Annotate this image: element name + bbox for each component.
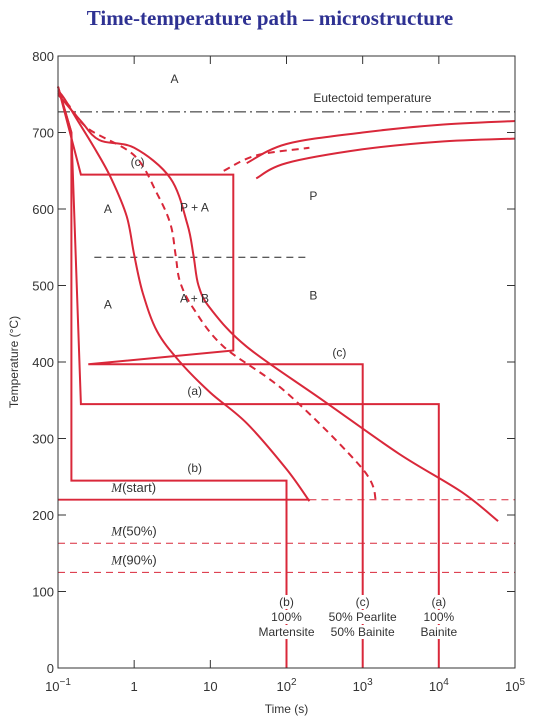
outcome-label: (a) <box>431 595 446 609</box>
outcome-label-bg <box>328 625 397 639</box>
martensite-suffix: (90%) <box>122 553 157 568</box>
y-tick-label: 700 <box>32 126 54 141</box>
y-tick-label: 400 <box>32 355 54 370</box>
outcome-label: 50% Pearlite <box>329 610 397 624</box>
outcome-label: (c) <box>356 595 370 609</box>
x-tick-label: 104 <box>429 677 449 694</box>
outcome-label: Martensite <box>258 625 314 639</box>
outcome-label: 100% <box>271 610 302 624</box>
x-axis-label: Time (s) <box>265 702 309 716</box>
region-label: A + B <box>180 291 209 305</box>
region-label: (c) <box>131 155 145 169</box>
plot-frame <box>57 55 516 669</box>
x-tick-exponent: 4 <box>443 677 449 688</box>
transformation-curve <box>255 137 516 180</box>
outcome-label-bg <box>252 595 321 609</box>
region-label: A <box>171 72 179 86</box>
y-tick-label: 500 <box>32 279 54 294</box>
outcome-label-bg <box>252 610 321 624</box>
martensite-symbol: M <box>110 524 123 539</box>
region-label: A <box>104 202 112 216</box>
outcome-label-bg <box>404 625 473 639</box>
x-tick-exponent: 5 <box>519 677 525 688</box>
cooling-paths <box>57 86 440 668</box>
x-tick-label: 103 <box>353 677 373 694</box>
x-tick-label: 105 <box>505 677 525 694</box>
region-label: B <box>309 288 317 302</box>
y-axis-label: Temperature (°C) <box>7 316 21 408</box>
region-label: A <box>104 297 112 311</box>
x-tick-exponent: −1 <box>60 677 72 688</box>
x-tick-exponent: 2 <box>291 677 297 688</box>
x-tick-label: 10 <box>203 679 217 694</box>
cooling-path <box>57 86 364 668</box>
outcome-label-bg <box>328 595 397 609</box>
transformation-curve <box>246 120 516 164</box>
region-label: (b) <box>187 461 202 475</box>
martensite-suffix: (start) <box>122 480 156 495</box>
outcome-label-bg <box>328 610 397 624</box>
y-tick-label: 600 <box>32 202 54 217</box>
region-label: Eutectoid temperature <box>313 91 431 105</box>
outcome-label: Bainite <box>420 625 457 639</box>
outcome-label: (b) <box>279 595 294 609</box>
martensite-suffix: (50%) <box>122 524 157 539</box>
martensite-symbol: M <box>110 553 123 568</box>
x-tick-label: 102 <box>276 677 296 694</box>
martensite-label: M(start) <box>110 480 156 495</box>
transformation-curve <box>223 146 310 172</box>
y-tick-label: 300 <box>32 432 54 447</box>
martensite-symbol: M <box>110 480 123 495</box>
y-tick-label: 800 <box>32 49 54 64</box>
transformation-curve <box>57 89 311 502</box>
martensite-label: M(90%) <box>110 553 157 568</box>
x-tick-label: 10−1 <box>45 677 71 694</box>
chart-labels: A A P + A P A A + B B (c) (c) (a) (b) Eutectoid tem… <box>104 72 473 639</box>
transformation-curve <box>57 93 499 522</box>
x-tick-label: 1 <box>131 679 138 694</box>
y-tick-label: 100 <box>32 585 54 600</box>
outcome-label-bg <box>252 625 321 639</box>
region-label: (a) <box>187 384 202 398</box>
outcome-label: 100% <box>423 610 454 624</box>
transformation-curves <box>57 89 516 522</box>
region-label: (c) <box>332 346 346 360</box>
region-label: P + A <box>180 200 209 214</box>
outcome-label: 50% Bainite <box>331 625 395 639</box>
slide-title: Time-temperature path – microstructure <box>86 6 454 30</box>
outcome-label-bg <box>404 610 473 624</box>
axis-labels: 0 100 200 300 400 500 600 700 800 10−1 1 10 102 103 10… <box>7 49 525 716</box>
x-tick-exponent: 3 <box>367 677 373 688</box>
y-tick-label: 0 <box>47 661 54 676</box>
outcome-label-bg <box>404 595 473 609</box>
y-tick-label: 200 <box>32 508 54 523</box>
martensite-label: M(50%) <box>110 524 157 539</box>
region-label: P <box>309 189 317 203</box>
